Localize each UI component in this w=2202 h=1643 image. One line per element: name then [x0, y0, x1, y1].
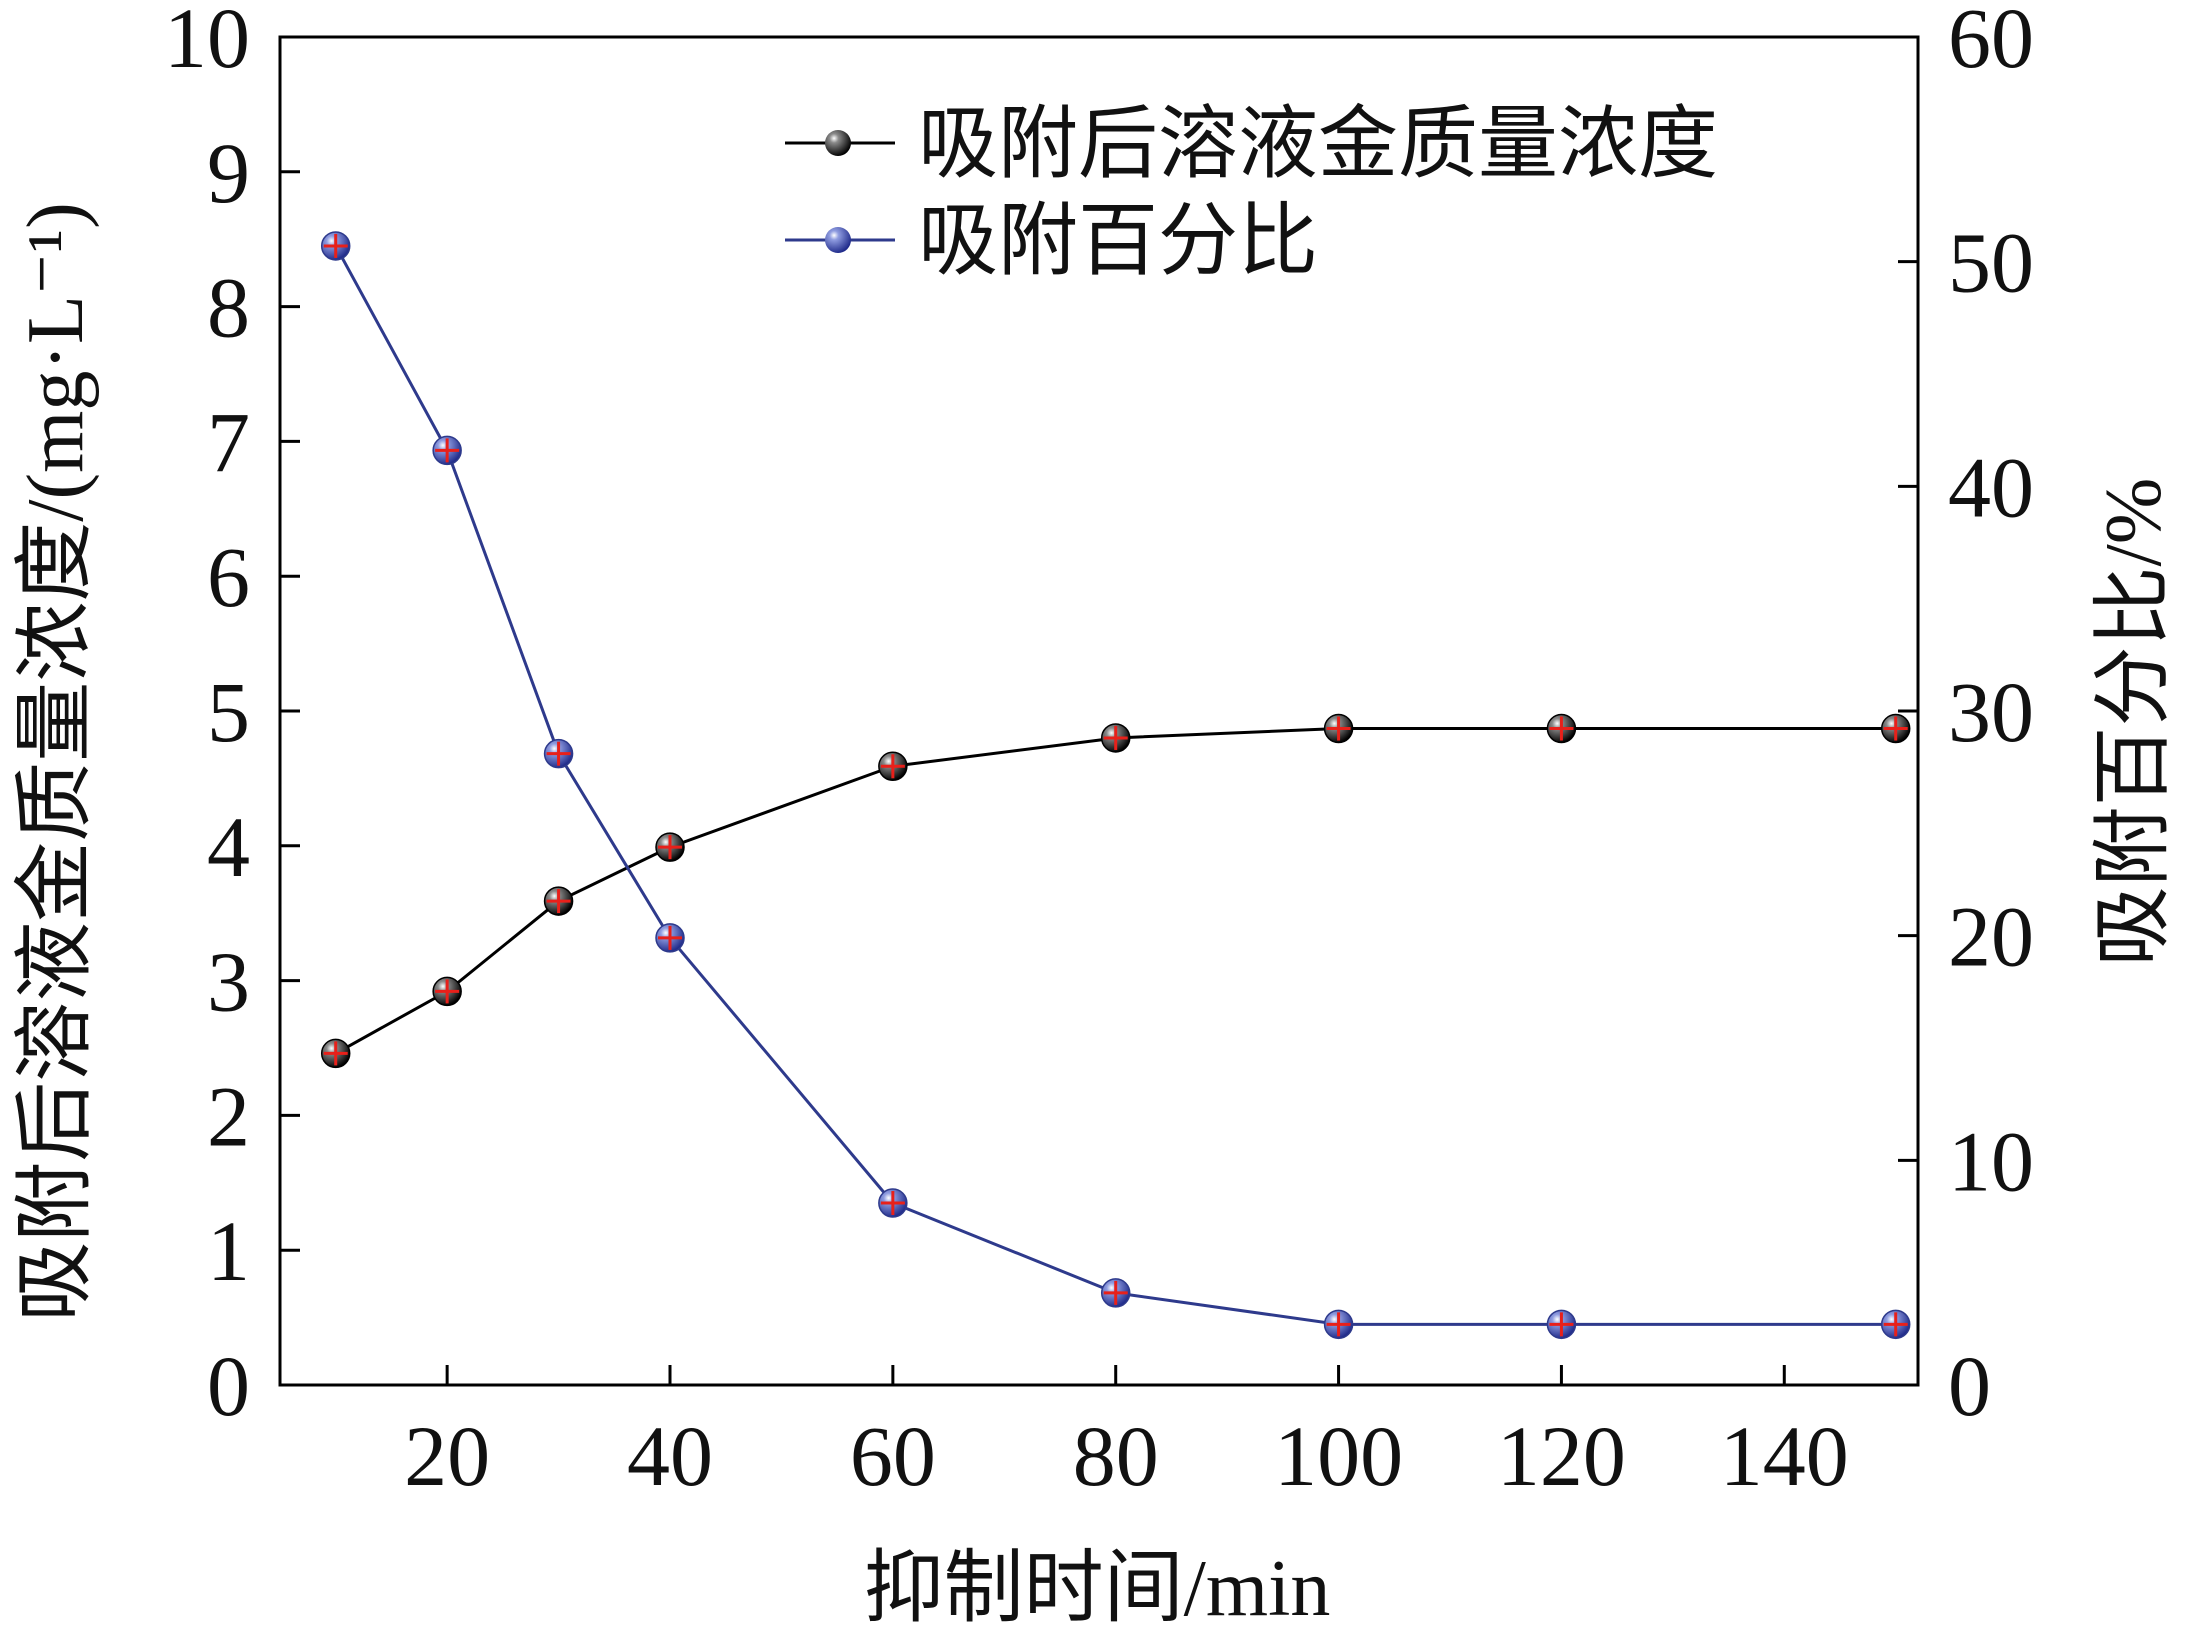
y-right-tick-label: 10	[1948, 1113, 2034, 1209]
y-left-tick-label: 10	[164, 0, 250, 86]
y-left-tick-label: 0	[207, 1338, 250, 1434]
y-right-tick-label: 30	[1948, 664, 2034, 760]
data-point-concentration	[878, 751, 908, 782]
x-axis-label: 抑制时间/min	[864, 1545, 1331, 1633]
data-point-percentage	[655, 923, 685, 953]
y-left-tick-label: 6	[207, 529, 250, 625]
y-left-tick-label: 4	[207, 799, 250, 895]
x-tick-label: 40	[627, 1408, 713, 1504]
data-point-concentration	[543, 886, 574, 916]
x-tick-label: 140	[1720, 1408, 1849, 1504]
data-point-percentage	[878, 1188, 908, 1218]
data-point-concentration	[320, 1038, 351, 1069]
y-left-tick-label: 8	[207, 260, 250, 356]
y-right-tick-label: 50	[1948, 215, 2034, 311]
y-left-tick-label: 9	[207, 125, 250, 221]
x-tick-label: 100	[1274, 1408, 1403, 1504]
y-left-tick-label: 7	[207, 394, 250, 490]
y-axis-left-label: 吸附后溶液金质量浓度/(mg·L⁻¹)	[12, 202, 100, 1321]
x-tick-label: 60	[850, 1408, 936, 1504]
series-line-percentage	[334, 245, 1896, 1326]
y-axis-right-label: 吸附百分比/%	[2090, 478, 2178, 967]
legend-marker-concentration	[825, 130, 851, 156]
data-point-concentration	[1880, 713, 1911, 744]
x-tick-label: 120	[1497, 1408, 1626, 1504]
x-tick-label: 20	[404, 1408, 490, 1504]
data-point-concentration	[1323, 713, 1354, 744]
legend-marker-percentage	[825, 227, 851, 253]
data-point-percentage	[1546, 1309, 1577, 1340]
data-point-percentage	[1880, 1309, 1911, 1340]
y-left-tick-label: 3	[207, 934, 250, 1030]
data-point-percentage	[432, 435, 462, 466]
legend: 吸附后溶液金质量浓度 吸附百分比	[785, 101, 1718, 286]
data-point-percentage	[320, 231, 351, 261]
data-point-concentration	[655, 832, 685, 862]
y-right-tick-label: 20	[1948, 889, 2034, 985]
y-left-tick-label: 1	[207, 1203, 250, 1299]
y-left-tick-label: 2	[207, 1068, 250, 1164]
y-right-tick-label: 60	[1948, 0, 2034, 86]
y-left-tick-label: 5	[207, 664, 250, 760]
x-tick-label: 80	[1073, 1408, 1159, 1504]
data-point-concentration	[1100, 723, 1131, 753]
y-right-tick-label: 0	[1948, 1338, 1991, 1434]
data-point-percentage	[1323, 1309, 1354, 1340]
data-point-concentration	[432, 976, 462, 1007]
data-point-percentage	[543, 738, 574, 769]
legend-label-percentage: 吸附百分比	[918, 198, 1318, 286]
legend-item-concentration: 吸附后溶液金质量浓度	[785, 101, 1718, 189]
series-line-concentration	[334, 727, 1896, 1055]
data-point-concentration	[1546, 713, 1577, 744]
legend-item-percentage: 吸附百分比	[785, 198, 1318, 286]
data-point-percentage	[1100, 1278, 1131, 1308]
legend-label-concentration: 吸附后溶液金质量浓度	[918, 101, 1718, 189]
y-right-tick-label: 40	[1948, 439, 2034, 535]
